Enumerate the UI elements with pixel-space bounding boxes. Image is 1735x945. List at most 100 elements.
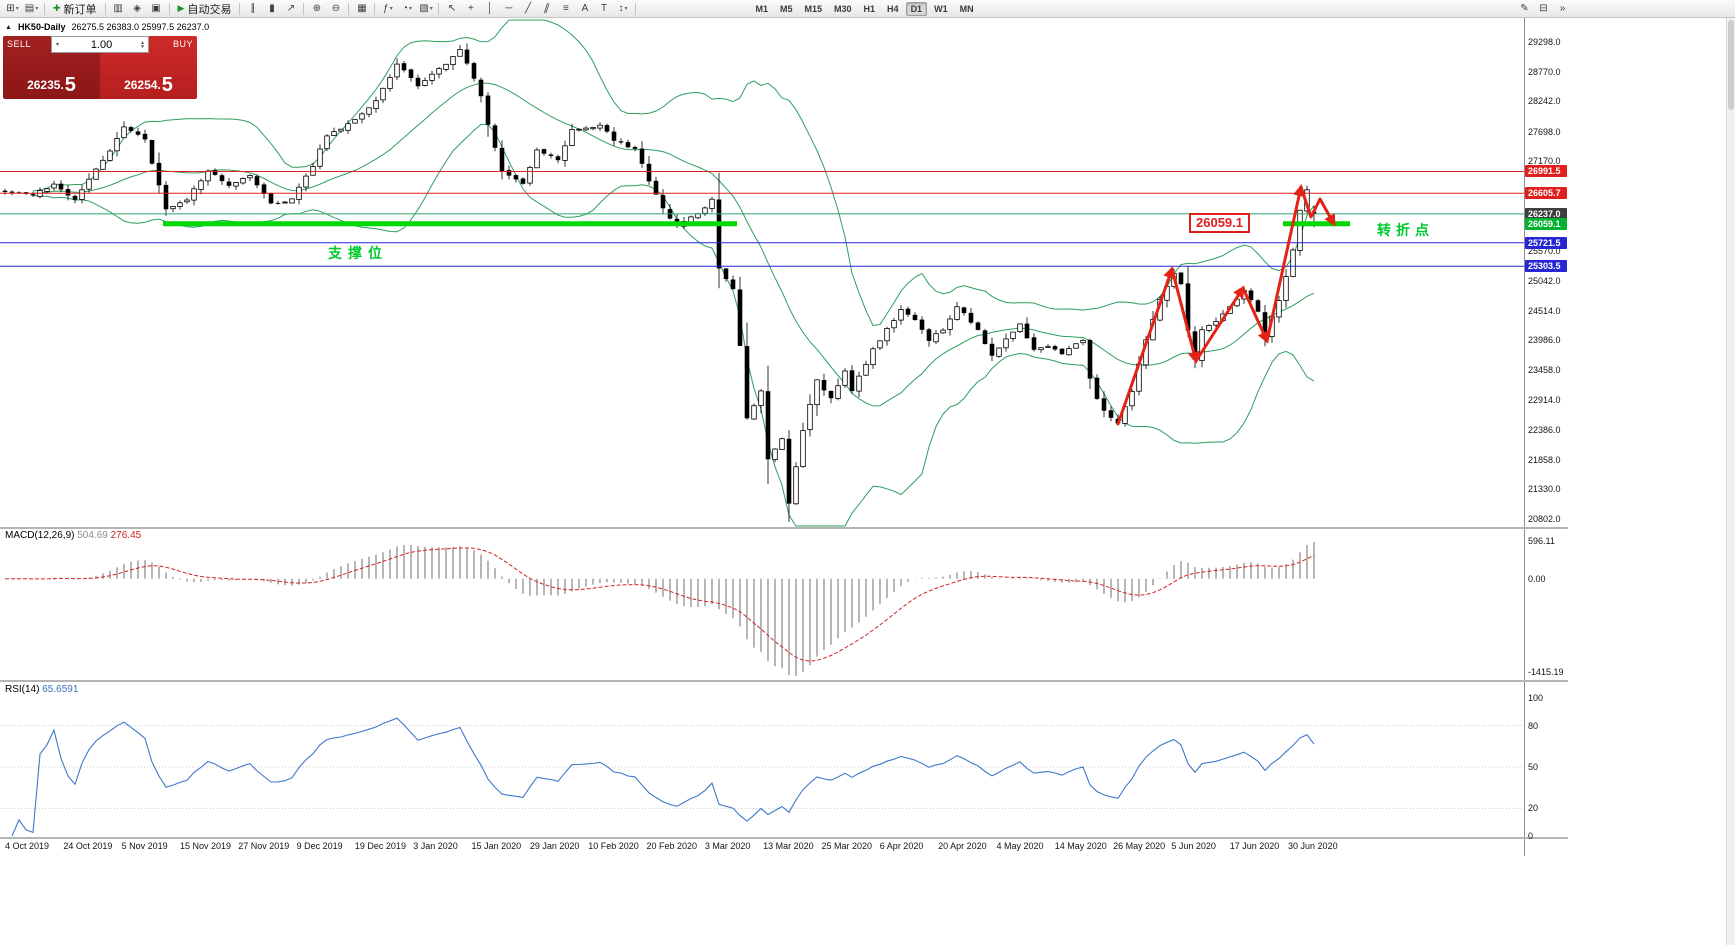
autotrading-play-icon: ▶ xyxy=(177,3,185,13)
fibonacci-icon[interactable]: ≡ xyxy=(557,1,574,16)
timeframe-button-mn[interactable]: MN xyxy=(959,3,974,14)
templates-icon: ▧ xyxy=(419,3,429,14)
price-axis-badge: 26059.1 xyxy=(1525,217,1567,230)
price-axis-label: 23458.0 xyxy=(1528,364,1561,375)
date-axis-label: 15 Jan 2020 xyxy=(471,841,522,851)
toolbar-group-right-tools: ✎ ⊟ » xyxy=(1515,1,1572,16)
timeframe-button-d1[interactable]: D1 xyxy=(905,1,928,16)
text-icon[interactable]: A xyxy=(576,1,593,16)
timeframe-button-m1[interactable]: M1 xyxy=(755,3,768,14)
timeframe-button-h4[interactable]: H4 xyxy=(887,3,899,14)
zoom-out-icon[interactable]: ⊖ xyxy=(327,1,344,16)
vertical-scrollbar[interactable] xyxy=(1726,18,1735,945)
candlesticks xyxy=(2,49,1317,505)
volume-dropdown-icon[interactable]: ▾ xyxy=(56,42,60,48)
sell-price: 26235.5 xyxy=(27,74,76,96)
toolbar-group-order: ✚ 新订单 xyxy=(48,1,102,16)
date-axis-label: 17 Jun 2020 xyxy=(1229,841,1280,851)
cursor-icon[interactable]: ↖ xyxy=(443,1,460,16)
profiles-icon[interactable]: ▤ ▾ xyxy=(23,1,40,16)
rsi-header: RSI(14) 65.6591 xyxy=(5,684,78,695)
indicators-icon[interactable]: ƒ ▾ xyxy=(379,1,396,16)
volume-spinner[interactable]: ▲ ▼ xyxy=(140,40,148,50)
navigator-icon[interactable]: ◈ xyxy=(129,1,146,16)
date-axis-label: 5 Jun 2020 xyxy=(1171,841,1216,851)
label-icon: T xyxy=(600,3,608,14)
chart-title: HK50-Daily xyxy=(17,22,66,32)
indicators-icon: ƒ xyxy=(383,3,389,14)
horizontal-lines[interactable] xyxy=(0,171,1524,267)
vertical-line-icon[interactable]: │ xyxy=(481,1,498,16)
price-axis-badge: 26991.5 xyxy=(1525,165,1567,178)
scrollbar-thumb[interactable] xyxy=(1728,20,1734,110)
candlestick-chart-icon[interactable]: ▮ xyxy=(263,1,280,16)
panel-separator xyxy=(0,837,1568,839)
arrows-icon: ↕ xyxy=(618,3,624,14)
profiles-icon-caret: ▾ xyxy=(35,6,39,12)
market-watch-icon[interactable]: ▥ xyxy=(110,1,127,16)
chart-ohlc: 26275.5 26383.0 25997.5 26237.0 xyxy=(71,22,210,32)
price-axis-label: 22386.0 xyxy=(1528,425,1561,436)
date-axis-label: 19 Dec 2019 xyxy=(354,841,406,851)
navigator-icon: ◈ xyxy=(133,3,141,14)
autotrading-button[interactable]: ▶ 自动交易 xyxy=(173,1,237,16)
date-axis-label: 29 Jan 2020 xyxy=(529,841,580,851)
crosshair-icon[interactable]: + xyxy=(462,1,479,16)
chart-canvas[interactable] xyxy=(0,0,1524,945)
timeframe-button-m5[interactable]: M5 xyxy=(779,3,793,14)
templates-icon[interactable]: ▧ ▾ xyxy=(417,1,434,16)
more-tools-icon[interactable]: » xyxy=(1554,1,1571,16)
price-axis xyxy=(1524,18,1569,856)
price-axis-badge: 25721.5 xyxy=(1525,236,1567,249)
toolbar-separator xyxy=(635,2,637,15)
turning-point-annotation[interactable]: 转折点 xyxy=(1377,222,1434,238)
date-axis-label: 4 Oct 2019 xyxy=(5,841,50,851)
toolbar-separator xyxy=(104,2,106,15)
new-order-icon: ✚ xyxy=(53,3,61,13)
collapse-trade-panel-icon[interactable]: ▲ xyxy=(5,23,12,31)
one-click-trading-panel: SELL 26235.5 BUY 26254.5 ▾ 1.00 ▲ ▼ xyxy=(3,36,197,99)
horizontal-line-icon[interactable]: ─ xyxy=(500,1,517,16)
bar-chart-icon[interactable]: ∥ xyxy=(244,1,261,16)
toolbar-separator xyxy=(239,2,241,15)
toolbar-group-charts: ⊞ ▾ ▤ ▾ xyxy=(3,1,41,16)
channel-icon[interactable]: ∥ xyxy=(538,1,555,16)
bollinger-bands xyxy=(32,19,1315,527)
timeframe-button-m30[interactable]: M30 xyxy=(834,3,852,14)
tile-windows-icon[interactable]: ▦ xyxy=(353,1,370,16)
timeframe-button-h1[interactable]: H1 xyxy=(863,3,876,14)
periods-icon[interactable]: ◔ ▾ xyxy=(398,1,415,16)
price-axis-badge: 26237.0 xyxy=(1525,207,1567,220)
autotrading-button-label: 自动交易 xyxy=(187,3,232,16)
volume-input[interactable]: ▾ 1.00 ▲ ▼ xyxy=(51,36,149,53)
trendline-icon[interactable]: ╱ xyxy=(519,1,536,16)
price-axis-label: 29298.0 xyxy=(1528,37,1561,47)
styles-icon: ✎ xyxy=(1520,3,1529,14)
label-icon[interactable]: T xyxy=(595,1,612,16)
dock-icon[interactable]: ⊟ xyxy=(1535,1,1552,16)
arrows-icon[interactable]: ↕ ▾ xyxy=(614,1,631,16)
timeframe-button-w1[interactable]: W1 xyxy=(934,3,948,14)
new-chart-icon[interactable]: ⊞ ▾ xyxy=(4,1,21,16)
spinner-down-icon[interactable]: ▼ xyxy=(140,43,145,50)
arrows-icon-caret: ▾ xyxy=(624,6,628,12)
timeframe-button-m15[interactable]: M15 xyxy=(804,3,823,14)
panel-separator[interactable] xyxy=(0,527,1568,529)
buy-label: BUY xyxy=(172,39,193,49)
new-order-button[interactable]: ✚ 新订单 xyxy=(48,1,102,16)
terminal-icon[interactable]: ▣ xyxy=(148,1,165,16)
line-chart-icon[interactable]: ↗ xyxy=(282,1,299,16)
date-axis-label: 13 Mar 2020 xyxy=(763,841,814,851)
zoom-in-icon[interactable]: ⊕ xyxy=(308,1,325,16)
support-price-annotation[interactable]: 26059.1 xyxy=(1189,213,1250,233)
date-axis-label: 27 Nov 2019 xyxy=(238,841,290,851)
styles-icon[interactable]: ✎ xyxy=(1516,1,1533,16)
zoom-out-icon: ⊖ xyxy=(331,3,341,14)
chart-header: ▲ HK50-Daily 26275.5 26383.0 25997.5 262… xyxy=(5,22,209,32)
rsi-plot xyxy=(0,717,1524,837)
more-tools-icon: » xyxy=(1559,3,1566,14)
support-level-annotation[interactable]: 支撑位 xyxy=(328,245,388,261)
panel-separator[interactable] xyxy=(0,680,1568,682)
new-order-button-label: 新订单 xyxy=(63,3,97,16)
toolbar-group-chart-type: ∥ ▮ ↗ xyxy=(243,1,300,16)
